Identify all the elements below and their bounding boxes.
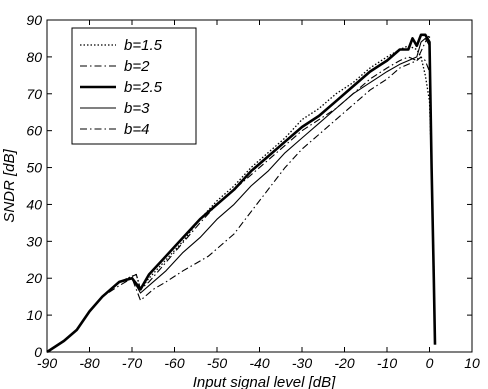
legend-label: b=4 — [124, 121, 149, 138]
x-axis-label: Input signal level [dB] — [193, 374, 336, 389]
y-tick-label: 20 — [25, 270, 42, 286]
axis-ticks: -90 -80 -70 -60 -50 -40 -30 -20 -10 0 10 0 10 20 30 40 5… — [25, 12, 480, 371]
y-tick-label: 50 — [26, 160, 42, 176]
x-tick-label: 0 — [426, 355, 434, 371]
legend-label: b=2 — [124, 58, 150, 75]
x-tick-label: -30 — [292, 355, 312, 371]
x-tick-label: -90 — [37, 355, 57, 371]
x-tick-label: -10 — [377, 355, 397, 371]
legend-label: b=1.5 — [124, 37, 163, 54]
series-lines — [46, 33, 437, 354]
x-tick-label: -70 — [122, 355, 142, 371]
y-tick-label: 80 — [26, 49, 42, 65]
y-tick-label: 30 — [26, 233, 42, 249]
y-tick-label: 40 — [26, 196, 42, 212]
series-line-4 — [46, 37, 436, 353]
legend: b=1.5 b=2 b=2.5 b=3 b=4 — [71, 27, 197, 145]
y-tick-label: 10 — [26, 307, 42, 323]
y-tick-label: 60 — [26, 123, 42, 139]
x-tick-label: -50 — [207, 355, 227, 371]
y-axis-label: SNDR [dB] — [1, 148, 18, 222]
series-line-5 — [46, 56, 436, 353]
x-tick-label: -20 — [334, 355, 354, 371]
y-tick-label: 0 — [34, 344, 42, 360]
x-tick-label: 10 — [464, 355, 480, 371]
legend-label: b=2.5 — [124, 79, 163, 96]
x-tick-label: -80 — [79, 355, 99, 371]
y-tick-label: 90 — [26, 12, 42, 28]
x-tick-label: -60 — [164, 355, 184, 371]
x-tick-label: -40 — [249, 355, 269, 371]
legend-label: b=3 — [124, 100, 150, 117]
y-tick-label: 70 — [26, 86, 42, 102]
